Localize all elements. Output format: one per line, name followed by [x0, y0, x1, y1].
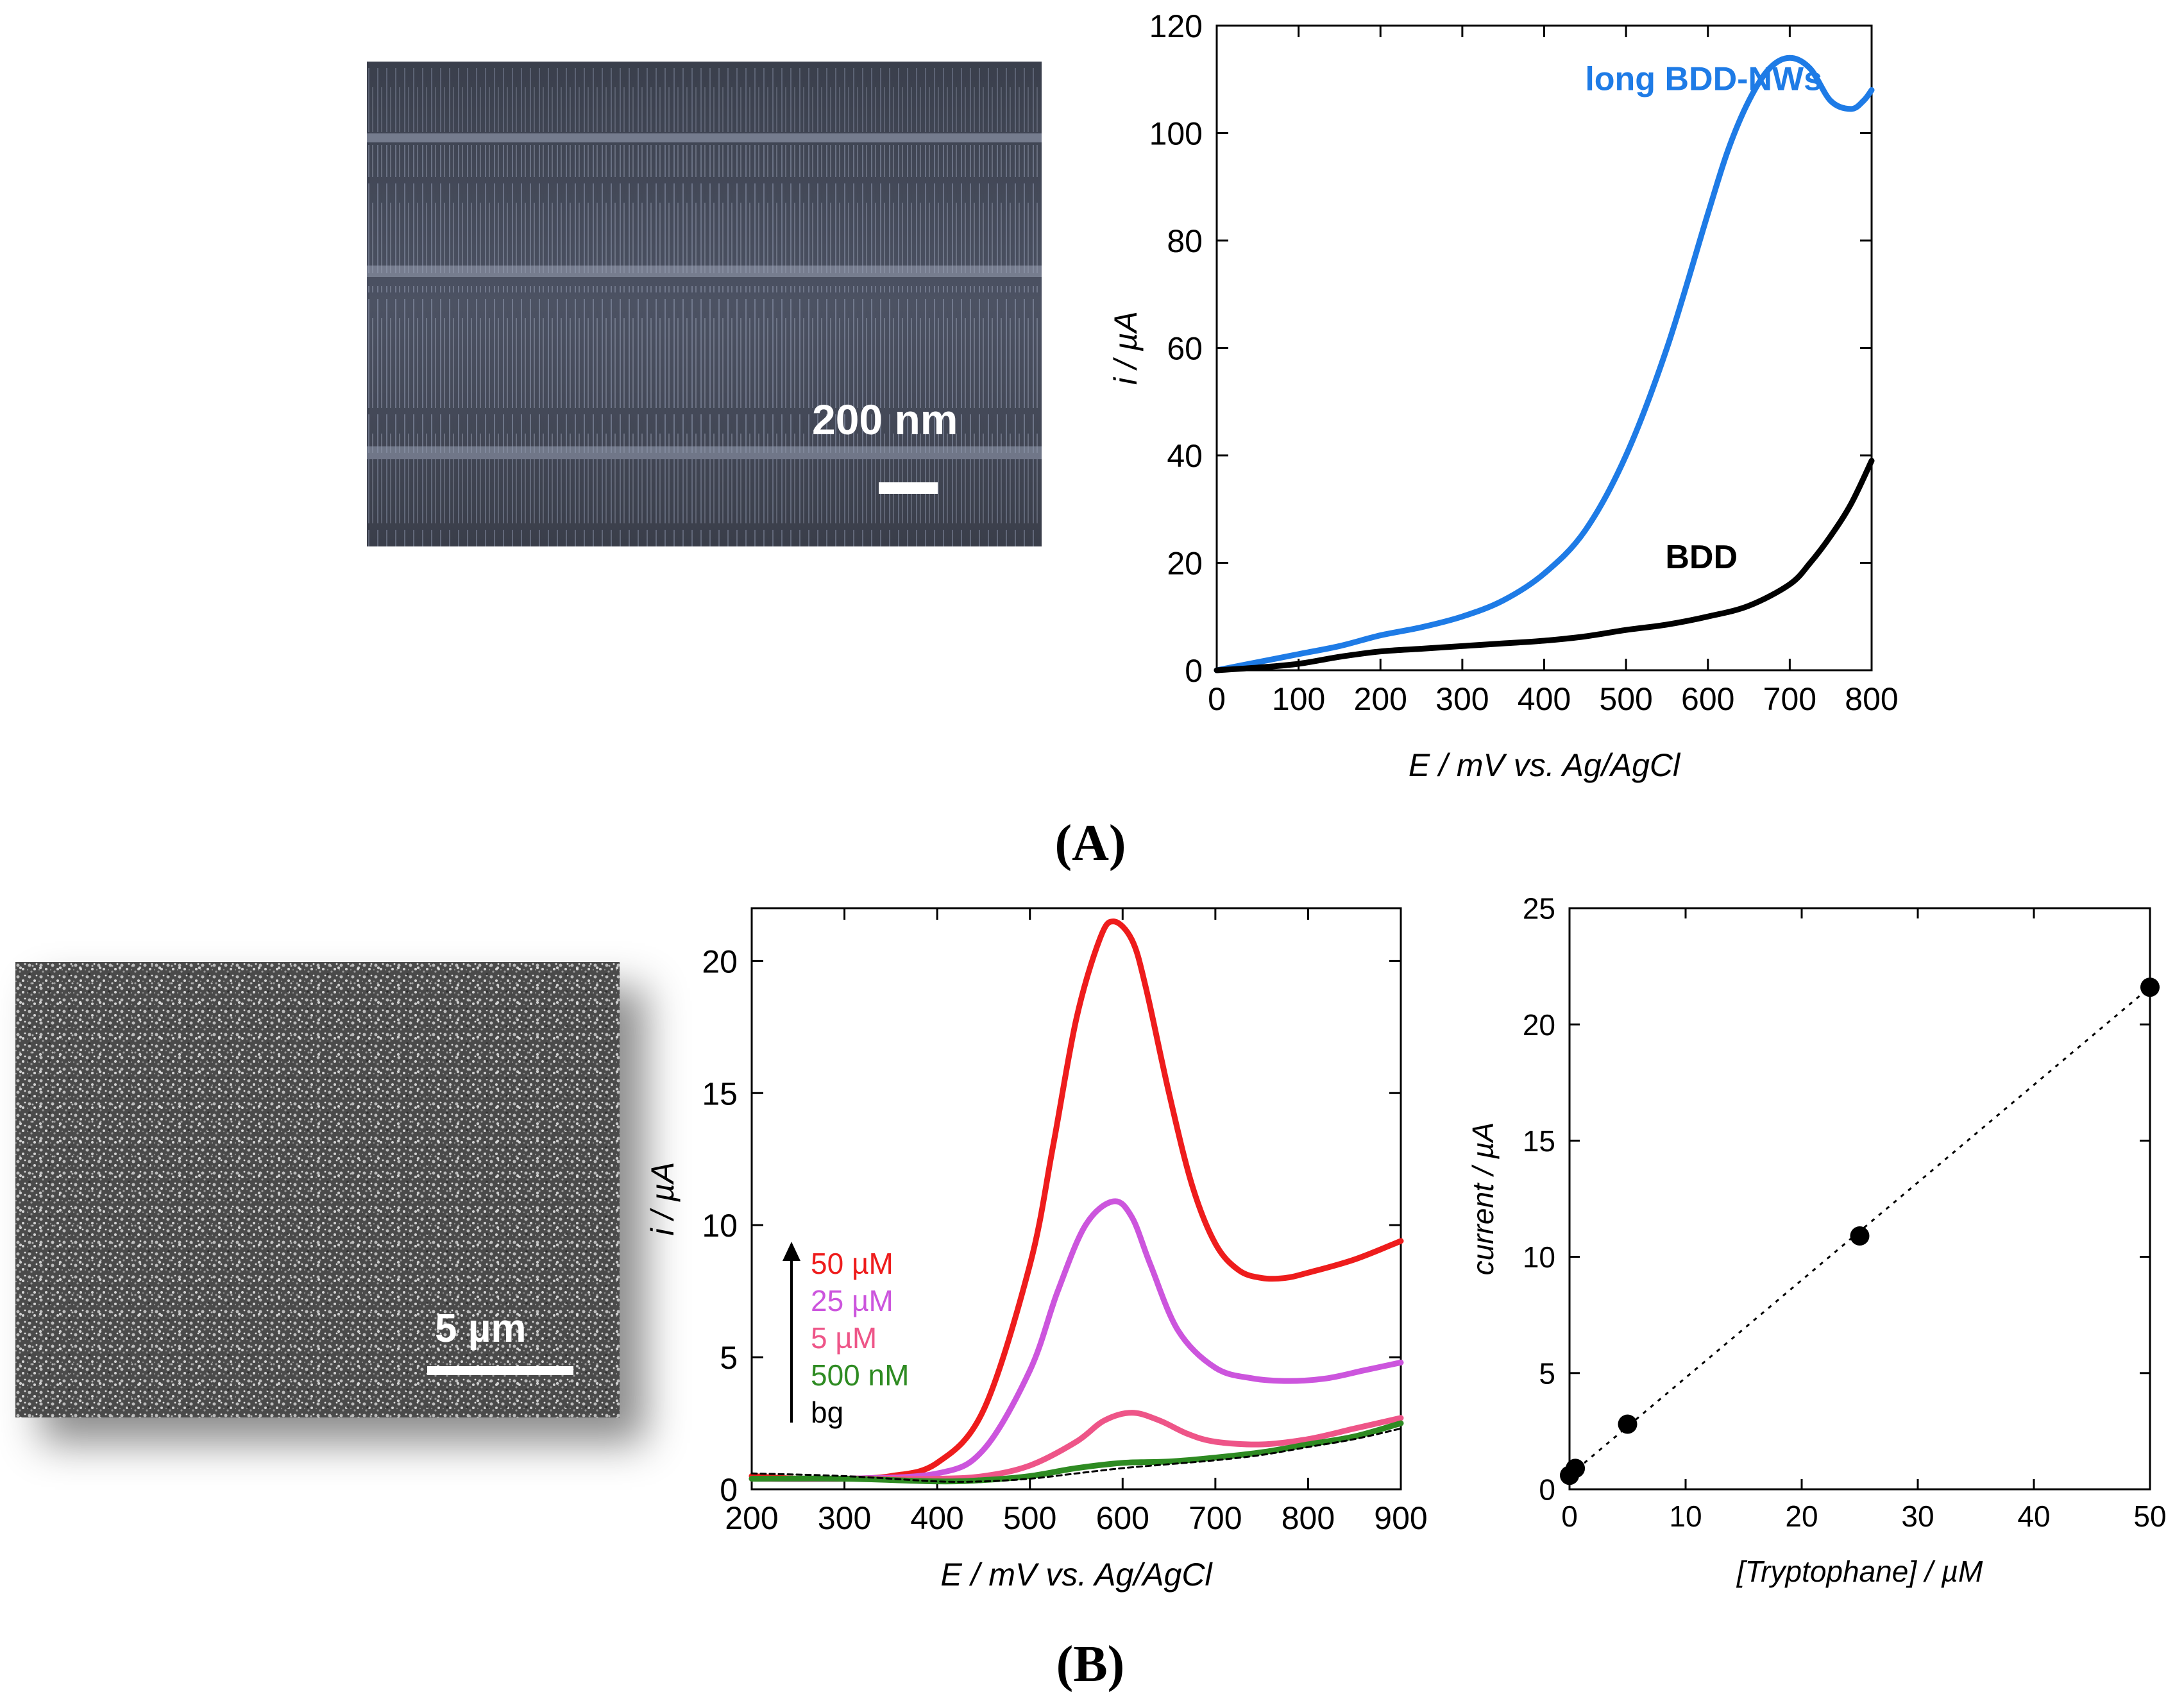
scale-bar-b [427, 1366, 573, 1375]
chartB2-frame [1568, 907, 2151, 1491]
chartA-ytick-label: 60 [1167, 331, 1203, 367]
chartA-xtick-label: 200 [1354, 681, 1407, 717]
sem-image-a: 200 nm [367, 62, 1042, 546]
chartB2-ytick-label: 0 [1539, 1473, 1555, 1507]
chartB1-xtick-label: 700 [1189, 1500, 1242, 1536]
chartB1-ytick-label: 10 [702, 1208, 738, 1244]
chartB1-ytick-label: 0 [720, 1472, 738, 1508]
chartA-ytick-label: 120 [1149, 8, 1203, 44]
chartB1: 200 300 400 500 600 700 800 900 0 5 10 15 20 E / mV v… [645, 907, 1428, 1593]
sem-image-a-texture [367, 62, 1042, 546]
chartB1-ytick-label: 15 [702, 1076, 738, 1112]
chartA-xtick-label: 300 [1435, 681, 1489, 717]
chartB1-series-bg [750, 1427, 1402, 1483]
chartB1-ytick-label: 20 [702, 943, 738, 979]
chartB1-legend-item: bg [811, 1396, 843, 1429]
chartA-xtick-label: 400 [1518, 681, 1571, 717]
chartB2-point [1618, 1414, 1638, 1434]
chartB1-series-500-nM [749, 1420, 1404, 1485]
scale-label-b: 5 µm [435, 1306, 527, 1351]
chartB2-ylabel: current / µA [1466, 1122, 1500, 1276]
chartB1-xtick-label: 600 [1096, 1500, 1149, 1536]
chartB2-ytick-label: 20 [1523, 1008, 1555, 1042]
chartA-ytick-label: 20 [1167, 546, 1203, 582]
chartB2-xtick-label: 30 [1901, 1500, 1934, 1533]
chartB1-xtick-label: 900 [1374, 1500, 1427, 1536]
chartB2-xlabel: [Tryptophane] / µM [1736, 1555, 1983, 1588]
chartB1-xtick-label: 800 [1282, 1500, 1335, 1536]
chartB1-series-25-µM [749, 1198, 1404, 1482]
chartB1-ytick-label: 5 [720, 1340, 738, 1376]
chartB2-fit-line [1569, 986, 2151, 1476]
chartA-xtick-label: 700 [1763, 681, 1816, 717]
scale-label-a: 200 nm [812, 396, 958, 443]
chartB1-legend-item: 50 µM [811, 1247, 893, 1280]
chartA-annotation: BDD [1665, 539, 1738, 576]
chartB2-ytick-label: 10 [1523, 1240, 1555, 1274]
chartA-ylabel: i / µA [1108, 311, 1144, 385]
sem-image-b-texture [15, 962, 620, 1417]
chartA-xtick-label: 500 [1599, 681, 1652, 717]
scale-bar-a [879, 482, 938, 494]
chartA-xlabel: E / mV vs. Ag/AgCl [1409, 747, 1681, 783]
chartB2-xtick-label: 50 [2133, 1500, 2166, 1533]
chartB2-ytick-label: 25 [1523, 892, 1555, 926]
chartB1-legend-item: 25 µM [811, 1284, 893, 1317]
chartA-series-BDD [1214, 457, 1875, 673]
chartB1-legend-item: 5 µM [811, 1321, 877, 1355]
chartB1-series-50-µM [749, 918, 1404, 1482]
chartB1-xtick-label: 200 [725, 1500, 778, 1536]
chartA: 0 100 200 300 400 500 600 700 800 0 20 40 60 80 100 120… [1108, 8, 1899, 783]
chartB2-ytick-label: 15 [1523, 1124, 1555, 1158]
chartB2-ytick-label: 5 [1539, 1357, 1555, 1390]
chartA-ytick-label: 40 [1167, 438, 1203, 474]
chartB2-xtick-label: 20 [1785, 1500, 1818, 1533]
chartB1-xlabel: E / mV vs. Ag/AgCl [940, 1557, 1213, 1593]
chartB1-legend-arrow-head [783, 1242, 800, 1261]
chartB2-xtick-label: 40 [2017, 1500, 2050, 1533]
chartA-annotation: long BDD-NWs [1585, 61, 1822, 98]
chartB2: 0 10 20 30 40 50 0 5 10 15 20 25 [Tryptophane] / µM c… [1466, 892, 2167, 1588]
panel-label-a: (A) [1054, 815, 1126, 872]
chartB2-point [1850, 1226, 1870, 1246]
chartB1-legend-item: 500 nM [811, 1358, 909, 1392]
chartB1-ylabel: i / µA [645, 1162, 681, 1236]
sem-image-b: 5 µm [15, 962, 620, 1417]
chartB1-frame [750, 907, 1402, 1491]
chartB1-xtick-label: 400 [910, 1500, 963, 1536]
chartA-ytick-label: 80 [1167, 223, 1203, 259]
chartB2-point [1566, 1459, 1586, 1478]
panel-label-b: (B) [1056, 1636, 1125, 1693]
chartB2-xtick-label: 10 [1669, 1500, 1702, 1533]
chartA-series-long-BDD-NWs [1214, 55, 1875, 673]
chartB2-xtick-label: 0 [1561, 1500, 1578, 1533]
chartB1-xtick-label: 500 [1003, 1500, 1056, 1536]
chartB2-point [2140, 977, 2160, 997]
chartA-xtick-label: 100 [1272, 681, 1325, 717]
chartA-ytick-label: 100 [1149, 116, 1203, 152]
chartB1-xtick-label: 300 [818, 1500, 871, 1536]
chartA-xtick-label: 600 [1681, 681, 1734, 717]
chartA-xtick-label: 0 [1208, 681, 1226, 717]
chartA-xtick-label: 800 [1845, 681, 1898, 717]
chartA-ytick-label: 0 [1185, 653, 1203, 689]
